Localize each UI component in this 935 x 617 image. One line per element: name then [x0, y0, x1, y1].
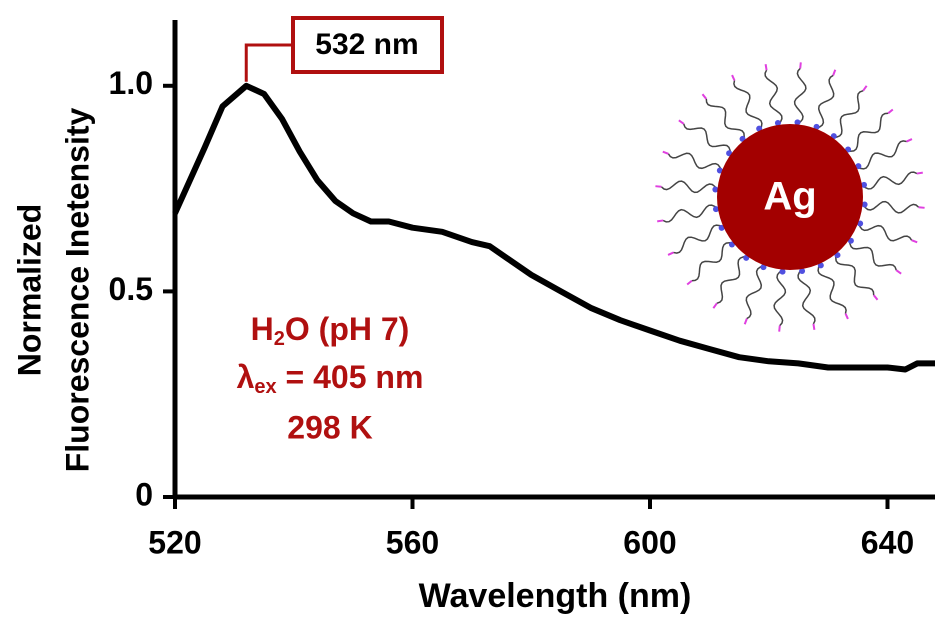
- ligand: [673, 224, 724, 254]
- anchor-dot: [857, 220, 864, 227]
- x-tick-label: 560: [386, 524, 439, 560]
- y-tick-label: 0: [135, 476, 153, 512]
- ligand-tip: [731, 74, 736, 81]
- anchor-dot: [861, 201, 868, 208]
- anchor-dot: [718, 224, 725, 231]
- anchor-dot: [712, 206, 719, 213]
- ligand: [797, 268, 816, 325]
- ligand-tip: [895, 269, 902, 275]
- anchor-dot: [855, 163, 862, 170]
- data-line: [172, 82, 935, 373]
- y-axis-label: Normalized: [11, 204, 47, 376]
- anchor-dot: [756, 125, 763, 132]
- condition-part: = 405 nm: [277, 359, 424, 395]
- ligand-tip: [657, 219, 664, 223]
- x-axis-label: Wavelength (nm): [419, 577, 692, 615]
- anchor-dot: [813, 123, 820, 130]
- ligand: [662, 204, 719, 223]
- ligand: [660, 180, 718, 194]
- ligand-tip: [906, 138, 913, 143]
- ligand-shell: [655, 62, 925, 332]
- ligand: [856, 140, 907, 170]
- anchor-dot: [794, 119, 801, 126]
- y-axis-label: Fluorescence Inetensity: [59, 108, 95, 473]
- x-tick-label: 600: [623, 524, 676, 560]
- ligand-tip: [764, 64, 768, 71]
- temperature-label: 298 K: [287, 409, 372, 445]
- condition-part: 2: [274, 328, 285, 350]
- ligand: [846, 112, 889, 152]
- ligand: [667, 152, 723, 172]
- ligand: [857, 222, 913, 242]
- anchor-dot: [861, 181, 868, 188]
- anchor-dot: [779, 268, 786, 275]
- ligand: [745, 264, 765, 320]
- ligand-tip: [778, 325, 781, 332]
- ligand-tip: [916, 171, 923, 175]
- condition-part: λ: [237, 359, 255, 395]
- peak-label-box: [291, 16, 444, 74]
- ligand-tip: [655, 185, 662, 188]
- ligand: [705, 98, 745, 141]
- condition-part: ex: [254, 376, 276, 398]
- ligand: [817, 263, 847, 314]
- ligand: [691, 242, 734, 282]
- anchor-dot: [716, 167, 723, 174]
- peak-label: 532 nm: [315, 28, 418, 61]
- solvent-label: H2O (pH 7): [251, 311, 410, 350]
- ligand-tip: [701, 93, 708, 100]
- silver-core: [717, 124, 863, 270]
- condition-part: O (pH 7): [285, 311, 409, 347]
- ligand-tip: [686, 279, 693, 286]
- ligand-tip: [844, 313, 849, 320]
- anchor-dot: [760, 264, 767, 271]
- ligand: [716, 255, 748, 305]
- ligand-tip: [743, 318, 748, 325]
- ligand-tip: [812, 323, 816, 330]
- ligand-tip: [862, 85, 868, 92]
- anchor-dot: [774, 119, 781, 126]
- ligand: [848, 239, 898, 271]
- ligand-tip: [678, 119, 685, 125]
- ligand-tip: [911, 239, 918, 244]
- condition-part: H: [251, 311, 274, 347]
- ligand-tip: [872, 294, 879, 301]
- x-tick-label: 640: [861, 524, 914, 560]
- ligand-tip: [667, 251, 674, 256]
- anchor-dot: [817, 262, 824, 269]
- ligand: [862, 200, 920, 214]
- ligand-tip: [662, 150, 669, 155]
- ligand-tip: [799, 62, 802, 69]
- y-tick-label: 0.5: [109, 271, 153, 307]
- ligand: [835, 253, 875, 296]
- peak-connector: [244, 43, 293, 82]
- y-tick-label: 1.0: [109, 65, 153, 101]
- ligand: [861, 171, 918, 190]
- ligand: [832, 89, 864, 139]
- ligand-tip: [832, 69, 837, 76]
- ligand-tip: [887, 108, 894, 115]
- ligand: [764, 69, 783, 126]
- x-tick-label: 520: [148, 524, 201, 560]
- ligand: [773, 269, 787, 327]
- core-label: Ag: [763, 175, 816, 219]
- excitation-label: λex = 405 nm: [237, 359, 424, 398]
- anchor-dot: [799, 268, 806, 275]
- ligand-tip: [918, 206, 925, 209]
- ligand: [733, 80, 763, 131]
- ligand-tip: [712, 302, 718, 309]
- anchor-dot: [712, 186, 719, 193]
- ligand: [682, 123, 732, 155]
- ligand: [793, 67, 807, 125]
- ligand: [815, 74, 835, 130]
